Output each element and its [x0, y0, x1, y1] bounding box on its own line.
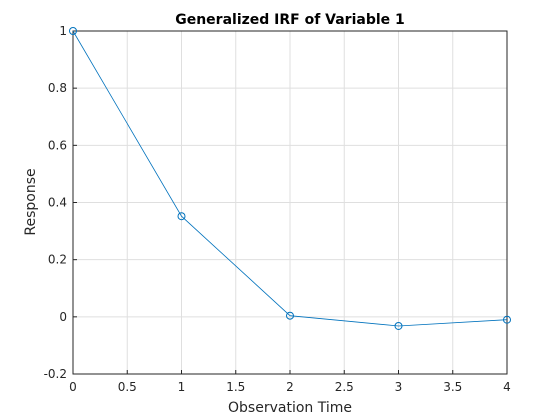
y-tick-label: 0.8	[48, 81, 67, 95]
data-point	[69, 27, 77, 35]
x-tick-label: 3	[395, 380, 403, 394]
data-point	[503, 315, 511, 324]
y-tick-label: 0.6	[48, 138, 67, 152]
y-axis-label: Response	[23, 168, 39, 235]
x-tick-label: 0.5	[118, 380, 137, 394]
chart-title: Generalized IRF of Variable 1	[175, 12, 405, 28]
data-point	[286, 311, 294, 320]
y-tick-label: 0	[59, 310, 67, 324]
axis-ticks: 0 0.5 1 1.5 2 2.5 3 3.5 4-0.200.20.40.60.81	[44, 24, 511, 394]
x-tick-label: 2	[286, 380, 294, 394]
y-tick-label: 0.4	[48, 196, 67, 210]
x-tick-label: 3.5	[443, 380, 462, 394]
x-tick-label: 4	[503, 380, 511, 394]
x-tick-label: 0	[69, 380, 77, 394]
x-axis-label: Observation Time	[228, 400, 352, 416]
y-tick-label: 1	[59, 24, 67, 38]
y-tick-label: 0.2	[48, 253, 67, 267]
data-point	[177, 212, 186, 221]
y-tick-label: -0.2	[44, 367, 67, 381]
x-tick-label: 1	[178, 380, 186, 394]
series-line	[72, 30, 508, 327]
x-tick-label: 2.5	[335, 380, 354, 394]
x-tick-label: 1.5	[226, 380, 245, 394]
data-point	[394, 321, 403, 330]
series-group	[69, 27, 511, 330]
